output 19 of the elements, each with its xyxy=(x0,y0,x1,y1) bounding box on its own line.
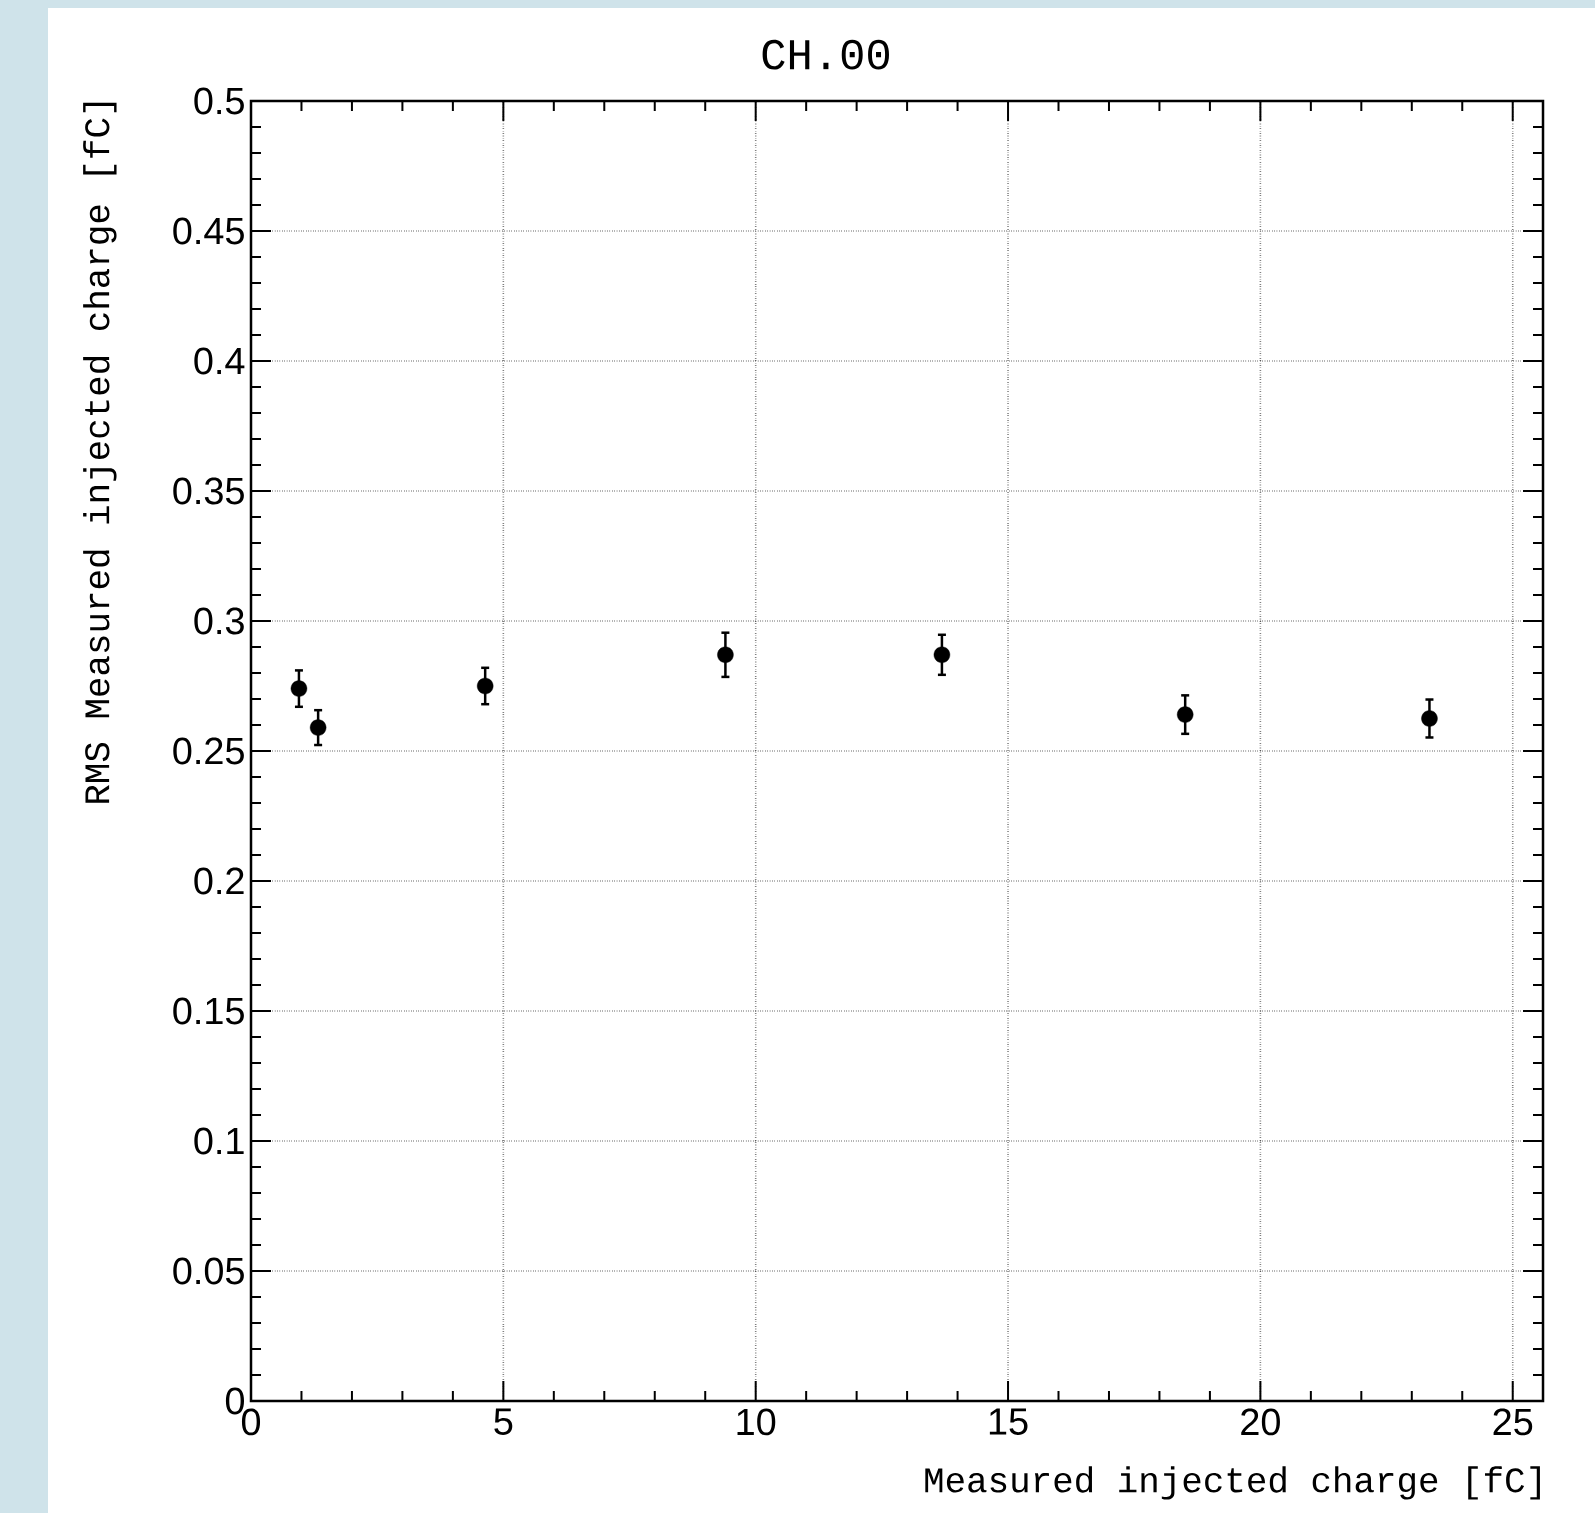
x-tick-label: 25 xyxy=(1493,1408,1533,1436)
y-tick-label: 0.25 xyxy=(173,737,244,765)
x-tick-label: 10 xyxy=(737,1408,776,1436)
y-tick-label: 0 xyxy=(225,1387,244,1415)
x-tick-label: 15 xyxy=(989,1408,1028,1435)
y-tick-label: 0.4 xyxy=(194,347,245,375)
y-tick-label: 0.2 xyxy=(194,867,244,895)
y-tick-label: 0.45 xyxy=(173,217,244,245)
chart-title: CH.00 xyxy=(762,39,889,70)
x-tick-label: 5 xyxy=(494,1408,513,1435)
x-axis-title: Measured injected charge [fC] xyxy=(925,1466,1540,1500)
y-tick-label: 0.35 xyxy=(173,477,244,505)
x-tick-label: 20 xyxy=(1241,1408,1280,1436)
y-tick-label: 0.05 xyxy=(173,1257,244,1285)
y-tick-label: 0.5 xyxy=(194,87,244,115)
y-tick-label: 0.1 xyxy=(194,1127,244,1155)
y-axis-title: RMS Measured injected charge [fC] xyxy=(83,102,117,803)
y-tick-label: 0.3 xyxy=(194,607,244,635)
y-tick-label: 0.15 xyxy=(173,997,244,1025)
